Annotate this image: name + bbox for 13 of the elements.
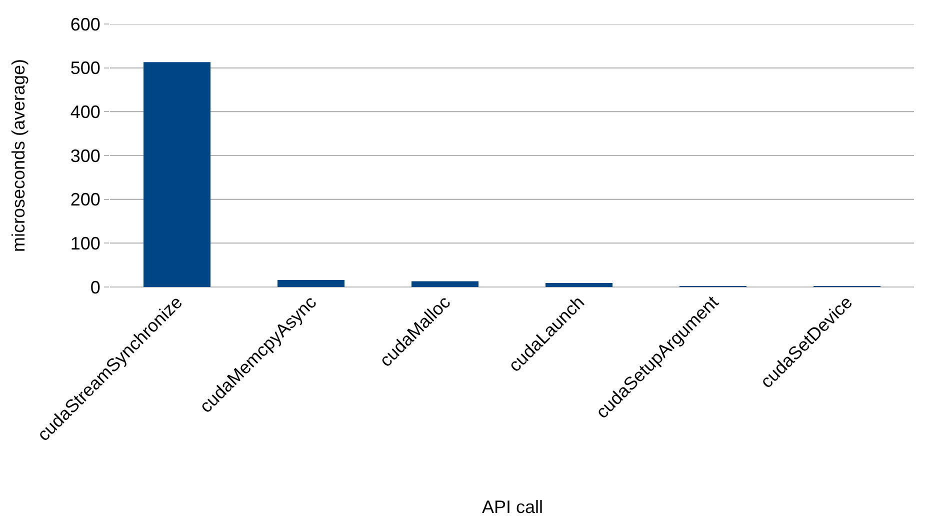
bar [144,62,210,287]
y-tick-label: 200 [70,190,100,210]
bar [278,280,344,287]
y-axis-title: microseconds (average) [8,58,29,252]
y-tick-label: 500 [70,58,100,78]
y-tick-label: 600 [70,14,100,34]
bar [546,283,612,287]
y-tick-label: 100 [70,233,100,254]
y-tick-label: 0 [90,277,100,298]
x-axis-title: API call [482,497,544,517]
y-tick-label: 400 [70,102,100,122]
y-tick-label: 300 [70,146,100,166]
bar [412,281,478,287]
